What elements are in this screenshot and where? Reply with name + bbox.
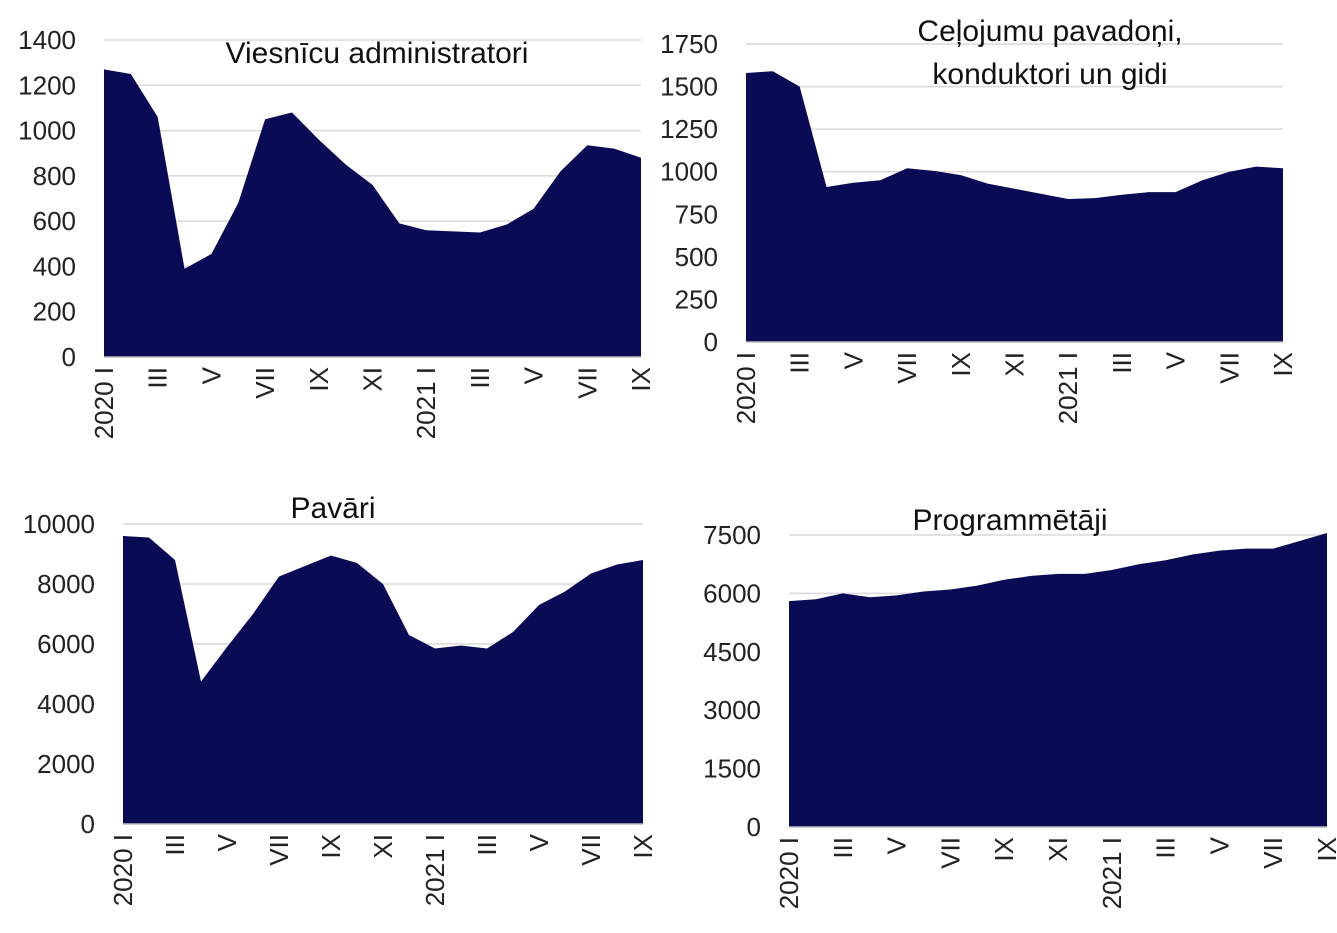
x-tick-label: XI xyxy=(358,367,388,392)
x-tick-label: VII xyxy=(572,367,602,399)
x-tick-label: IX xyxy=(628,834,658,859)
chart-title: Ceļojumu pavadoņi, konduktori un gidi xyxy=(917,15,1183,91)
area xyxy=(123,536,643,824)
area xyxy=(104,69,641,357)
x-tick-label: III xyxy=(1107,352,1137,374)
x-tick-label: XI xyxy=(1043,837,1073,862)
x-tick-label: VII xyxy=(892,352,922,384)
x-tick-label: V xyxy=(196,366,226,384)
x-tick-label: 2021 I xyxy=(411,367,441,439)
x-tick-label: III xyxy=(1151,837,1181,859)
y-tick-label: 600 xyxy=(33,206,76,236)
x-tick-label: 2021 I xyxy=(1053,352,1083,424)
x-tick-label: V xyxy=(524,833,554,851)
chart-title: Programmētāji xyxy=(912,504,1108,537)
x-tick-label: V xyxy=(838,351,868,369)
y-tick-label: 1200 xyxy=(18,70,76,100)
y-tick-label: 400 xyxy=(33,251,76,281)
y-tick-label: 4500 xyxy=(703,637,761,667)
x-tick-label: IX xyxy=(1312,837,1337,862)
y-tick-label: 250 xyxy=(675,284,718,314)
y-tick-label: 6000 xyxy=(703,578,761,608)
x-tick-label: VII xyxy=(576,834,606,866)
y-tick-label: 750 xyxy=(675,199,718,229)
y-tick-label: 3000 xyxy=(703,695,761,725)
y-tick-label: 1750 xyxy=(660,29,718,59)
x-tick-label: VII xyxy=(1258,837,1288,869)
y-tick-label: 8000 xyxy=(37,569,95,599)
chart-title: Viesnīcu administratori xyxy=(225,37,529,70)
y-tick-label: 0 xyxy=(747,812,761,842)
x-tick-label: III xyxy=(160,834,190,856)
y-tick-label: 10000 xyxy=(23,509,95,539)
x-tick-label: III xyxy=(143,367,173,389)
x-tick-label: 2020 I xyxy=(108,834,138,906)
y-tick-label: 4000 xyxy=(37,689,95,719)
x-tick-label: III xyxy=(785,352,815,374)
x-tick-label: VII xyxy=(264,834,294,866)
x-tick-label: VII xyxy=(1214,352,1244,384)
x-tick-label: VII xyxy=(250,367,280,399)
y-tick-label: 200 xyxy=(33,297,76,327)
x-tick-label: IX xyxy=(946,352,976,377)
y-tick-label: 2000 xyxy=(37,749,95,779)
x-tick-label: IX xyxy=(304,367,334,392)
y-tick-label: 1000 xyxy=(18,116,76,146)
x-tick-label: V xyxy=(519,366,549,384)
y-tick-label: 0 xyxy=(81,809,95,839)
y-tick-label: 0 xyxy=(62,342,76,372)
x-tick-label: IX xyxy=(1268,352,1298,377)
x-tick-label: 2020 I xyxy=(89,367,119,439)
y-tick-label: 1500 xyxy=(660,72,718,102)
y-tick-label: 7500 xyxy=(703,520,761,550)
x-tick-label: IX xyxy=(316,834,346,859)
x-tick-label: 2021 I xyxy=(1097,837,1127,909)
x-tick-label: VII xyxy=(935,837,965,869)
y-tick-label: 6000 xyxy=(37,629,95,659)
x-tick-label: XI xyxy=(368,834,398,859)
y-tick-label: 800 xyxy=(33,161,76,191)
x-tick-label: 2021 I xyxy=(420,834,450,906)
x-tick-label: V xyxy=(212,833,242,851)
x-tick-label: III xyxy=(465,367,495,389)
x-tick-label: III xyxy=(828,837,858,859)
y-tick-label: 0 xyxy=(704,327,718,357)
x-tick-label: V xyxy=(882,836,912,854)
x-tick-label: 2020 I xyxy=(774,837,804,909)
chart-title: Pavāri xyxy=(290,492,376,525)
y-tick-label: 1250 xyxy=(660,114,718,144)
y-tick-label: 500 xyxy=(675,242,718,272)
x-tick-label: V xyxy=(1161,351,1191,369)
x-tick-label: IX xyxy=(626,367,656,392)
x-tick-label: IX xyxy=(989,837,1019,862)
x-tick-label: V xyxy=(1204,836,1234,854)
x-tick-label: III xyxy=(472,834,502,856)
x-tick-label: 2020 I xyxy=(731,352,761,424)
area xyxy=(789,533,1327,827)
y-tick-label: 1000 xyxy=(660,157,718,187)
y-tick-label: 1500 xyxy=(703,754,761,784)
y-tick-label: 1400 xyxy=(18,25,76,55)
x-tick-label: XI xyxy=(1000,352,1030,377)
area xyxy=(746,71,1283,342)
